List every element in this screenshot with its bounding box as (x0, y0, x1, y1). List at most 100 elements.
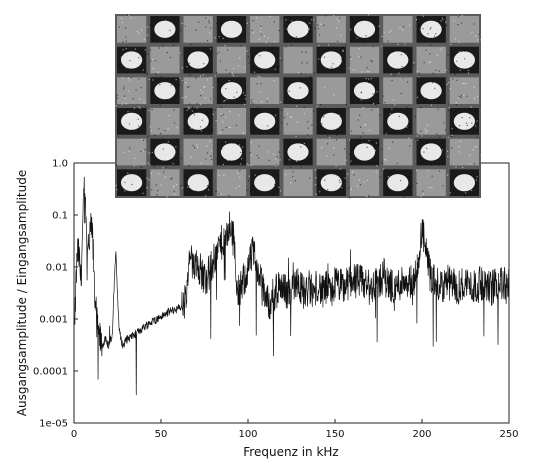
inset-grain (205, 195, 207, 197)
inset-hole (287, 143, 309, 161)
inset-grain (201, 91, 204, 93)
inset-grain (476, 176, 478, 178)
inset-grain (280, 101, 282, 103)
inset-grain (321, 123, 323, 125)
inset-grain (476, 120, 478, 122)
inset-grain (123, 151, 125, 153)
inset-hole (353, 82, 376, 100)
x-tick-label: 50 (155, 429, 168, 440)
inset-grain (353, 148, 355, 150)
inset-grain (356, 39, 358, 41)
inset-grain (307, 121, 309, 123)
inset-grain (239, 57, 241, 59)
inset-grain (441, 79, 443, 81)
inset-grain (384, 101, 386, 104)
inset-grain (165, 36, 167, 38)
inset-grain (376, 165, 378, 167)
inset-grain (115, 184, 117, 187)
inset-grain (344, 177, 346, 179)
inset-grain (238, 185, 240, 187)
inset-grain (406, 106, 408, 108)
inset-grain (156, 194, 158, 196)
inset-cell (216, 108, 247, 135)
inset-grain (475, 35, 477, 37)
inset-grain (142, 192, 144, 194)
inset-grain (477, 39, 479, 41)
metamaterial-lattice-photo (115, 14, 482, 199)
inset-grain (448, 109, 450, 111)
inset-grain (251, 99, 253, 101)
inset-grain (162, 167, 164, 169)
y-tick-label: 1e-05 (39, 419, 68, 430)
inset-grain (292, 175, 294, 178)
inset-grain (243, 132, 245, 134)
inset-cell (150, 46, 180, 74)
inset-grain (206, 119, 208, 122)
inset-grain (252, 103, 254, 105)
inset-cell (449, 77, 479, 104)
inset-grain (416, 169, 418, 171)
inset-grain (416, 135, 418, 137)
inset-grain (469, 108, 471, 110)
inset-grain (421, 135, 423, 137)
inset-grain (122, 49, 124, 51)
inset-grain (247, 56, 249, 58)
inset-grain (132, 98, 134, 100)
inset-grain (148, 179, 150, 181)
inset-grain (148, 152, 150, 154)
inset-grain (258, 145, 260, 147)
inset-grain (430, 44, 432, 46)
inset-grain (447, 174, 449, 176)
inset-grain (217, 79, 220, 81)
inset-grain (166, 52, 168, 54)
inset-grain (341, 187, 343, 189)
inset-grain (358, 55, 360, 58)
inset-grain (311, 19, 313, 21)
inset-grain (338, 20, 340, 22)
inset-grain (463, 94, 465, 97)
inset-grain (160, 76, 162, 78)
inset-grain (394, 116, 396, 118)
inset-cell (283, 169, 313, 196)
inset-grain (400, 92, 402, 95)
inset-grain (478, 33, 480, 35)
inset-grain (401, 66, 403, 68)
inset-grain (376, 27, 378, 29)
inset-grain (454, 73, 456, 75)
inset-grain (244, 103, 246, 105)
inset-grain (208, 99, 210, 101)
inset-grain (160, 133, 162, 135)
inset-grain (429, 187, 431, 189)
inset-grain (294, 89, 296, 91)
inset-grain (471, 31, 473, 33)
inset-grain (286, 40, 288, 43)
inset-grain (266, 101, 268, 103)
inset-grain (203, 86, 205, 88)
inset-grain (143, 38, 145, 40)
inset-grain (273, 116, 275, 119)
inset-grain (196, 107, 198, 109)
inset-grain (353, 174, 355, 176)
inset-grain (292, 171, 294, 173)
inset-grain (258, 60, 260, 62)
inset-grain (459, 140, 462, 142)
inset-grain (186, 63, 188, 65)
inset-grain (339, 168, 341, 170)
inset-grain (433, 147, 435, 149)
inset-grain (192, 106, 194, 108)
inset-grain (446, 24, 448, 26)
inset-grain (304, 30, 306, 32)
inset-grain (430, 164, 432, 166)
inset-grain (254, 174, 256, 176)
inset-grain (116, 165, 118, 167)
inset-grain (345, 103, 347, 105)
inset-grain (220, 193, 222, 195)
y-tick-label: 1.0 (52, 159, 68, 170)
inset-grain (422, 36, 424, 38)
inset-grain (385, 159, 387, 161)
inset-grain (139, 190, 141, 192)
inset-grain (336, 18, 338, 20)
inset-grain (260, 169, 262, 171)
inset-grain (426, 130, 428, 132)
inset-grain (461, 22, 463, 24)
